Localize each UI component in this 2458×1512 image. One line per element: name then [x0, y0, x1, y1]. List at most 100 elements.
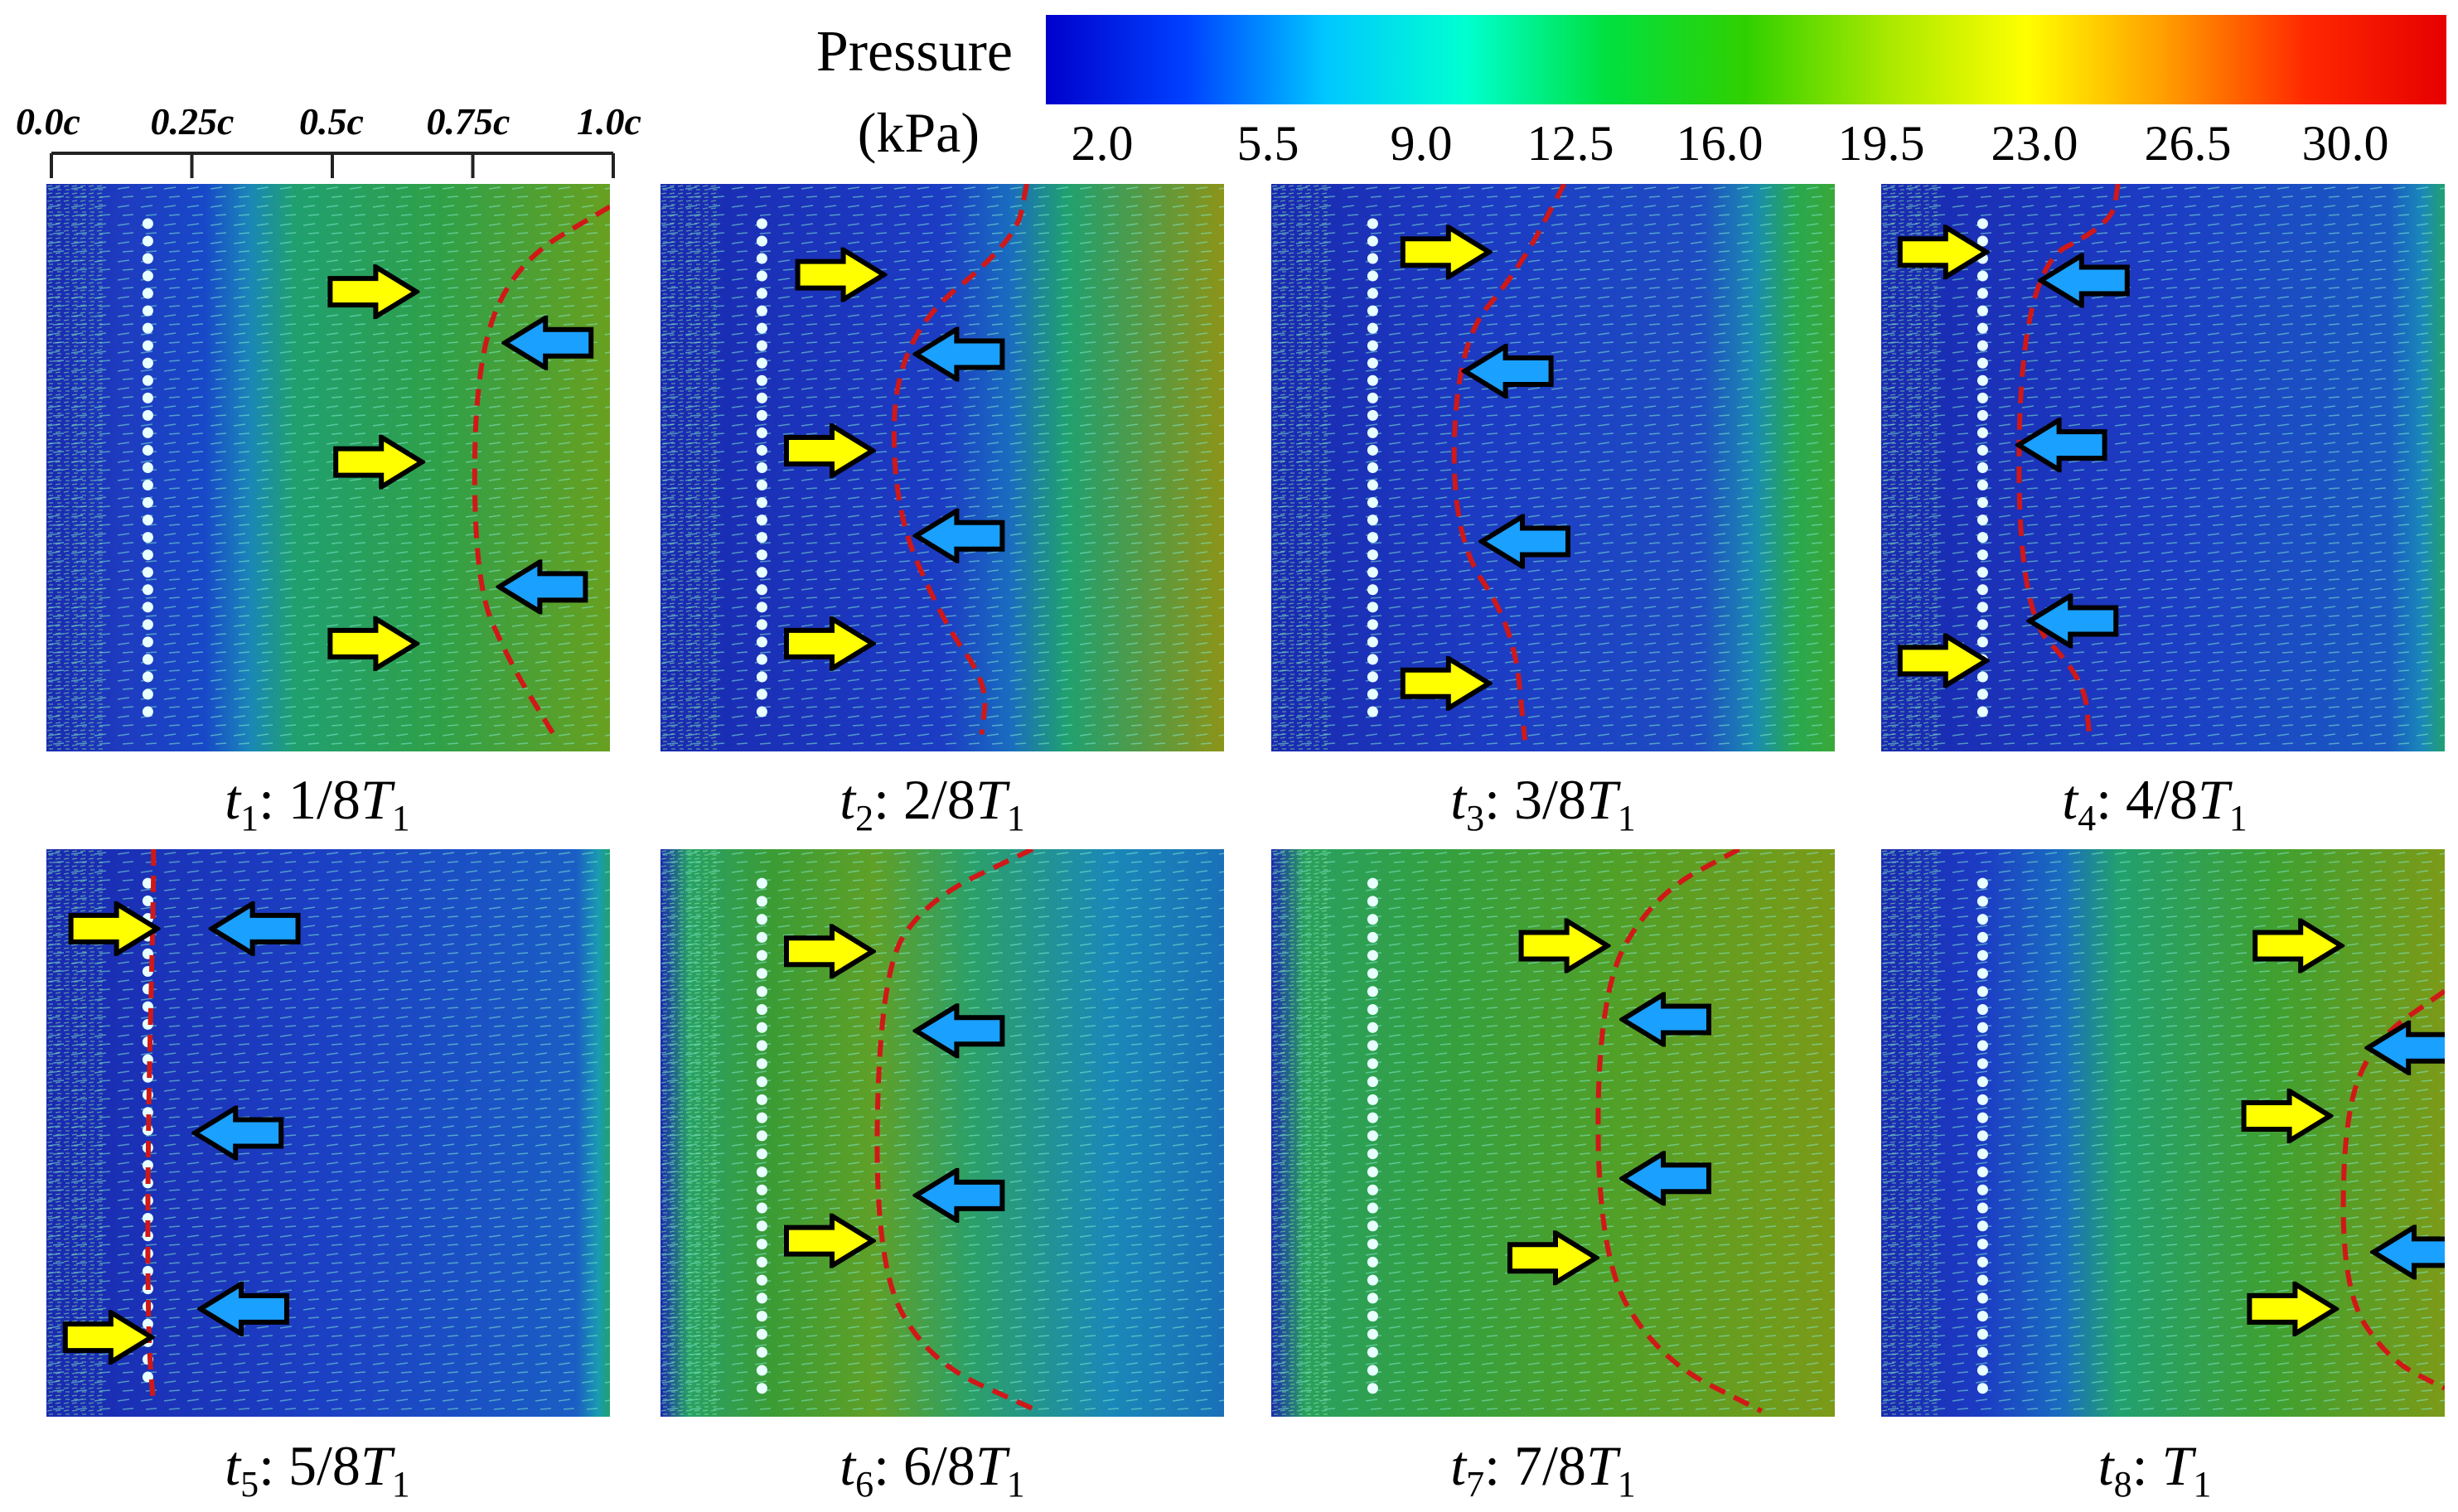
velocity-vectors	[660, 849, 1224, 1417]
caption-period-index: 1	[1618, 1464, 1636, 1505]
panel-t1	[46, 184, 610, 751]
particle	[1977, 427, 1988, 438]
colorbar-gradient	[1046, 15, 2446, 104]
caption-time-index: 6	[855, 1464, 873, 1505]
particle	[756, 1239, 767, 1250]
particle	[1367, 1184, 1378, 1196]
particle	[1367, 968, 1378, 979]
particle	[1977, 1346, 1988, 1358]
particle	[1367, 253, 1378, 264]
chord-scale: 0.0c 0.25c 0.5c 0.75c 1.0c	[16, 100, 641, 178]
velocity-vectors	[1881, 849, 2445, 1417]
particle	[1367, 1040, 1378, 1051]
particle	[1977, 1365, 1988, 1376]
particle	[756, 1022, 767, 1033]
particle	[142, 218, 153, 229]
particle	[142, 357, 153, 369]
vortex-front-dashed-line	[2340, 988, 2445, 1391]
particle	[1367, 514, 1378, 526]
leading-edge-vectors	[1271, 184, 1328, 751]
caption-t3: t3: 3/8T1	[1450, 768, 1636, 838]
particle	[142, 374, 153, 386]
particle	[1367, 1328, 1378, 1340]
particle	[756, 688, 767, 700]
caption-separator: :	[1484, 1434, 1514, 1497]
particle	[1367, 374, 1378, 386]
particle	[142, 895, 153, 906]
particle	[756, 1383, 767, 1394]
caption-phase: 5/8	[288, 1434, 360, 1497]
particle	[756, 1004, 767, 1016]
particle	[142, 549, 153, 561]
particle-column	[142, 218, 153, 717]
particle	[756, 1184, 767, 1196]
particle	[1367, 1220, 1378, 1232]
particle	[1977, 1311, 1988, 1322]
particle	[756, 949, 767, 961]
panel-t3	[1271, 184, 1835, 751]
particle	[142, 253, 153, 264]
particle	[1977, 1004, 1988, 1016]
particle	[142, 322, 153, 334]
chord-scale-label: 0.25c	[151, 100, 235, 143]
particle	[1977, 409, 1988, 421]
velocity-vectors	[46, 184, 610, 751]
particle-column	[1367, 877, 1378, 1394]
particle	[756, 1256, 767, 1268]
snapshot-panels	[46, 184, 2445, 1417]
particle	[756, 374, 767, 386]
particle	[756, 896, 767, 907]
particle	[1977, 1274, 1988, 1286]
colorbar-tick-labels: 2.0 5.5 9.0 12.5 16.0 19.5 23.0 26.5 30.0	[1072, 116, 2389, 171]
particle	[1977, 1220, 1988, 1232]
particle	[1977, 1184, 1988, 1196]
particle	[1977, 671, 1988, 683]
particle	[142, 340, 153, 351]
particle	[756, 877, 767, 889]
colorbar-tick-label: 23.0	[1991, 116, 2078, 171]
caption-time-symbol: t	[1450, 1434, 1468, 1497]
velocity-vectors	[46, 849, 610, 1417]
vortex-front-dashed-line	[1451, 184, 1567, 741]
particle	[756, 671, 767, 683]
particle	[1977, 444, 1988, 456]
particle	[1367, 671, 1378, 683]
particle	[142, 480, 153, 491]
particle	[142, 497, 153, 509]
particle-column	[756, 218, 767, 717]
particle-column	[1367, 218, 1378, 717]
vortex-front-dashed-line	[2016, 184, 2121, 741]
caption-time-index: 4	[2078, 798, 2096, 838]
caption-period-symbol: T	[360, 768, 395, 831]
particle	[1367, 914, 1378, 925]
particle	[1977, 305, 1988, 316]
particle	[1977, 688, 1988, 700]
caption-period-index: 1	[2229, 798, 2248, 838]
particle	[756, 1058, 767, 1070]
particle	[756, 654, 767, 665]
particle	[1977, 986, 1988, 998]
vortex-front-dashed-line	[874, 849, 1039, 1413]
particle	[1367, 1274, 1378, 1286]
particle	[756, 1274, 767, 1286]
leading-edge-vectors	[1271, 849, 1328, 1417]
chord-scale-ticks	[50, 153, 615, 178]
particle	[1977, 549, 1988, 561]
particle	[142, 584, 153, 596]
particle	[1977, 1166, 1988, 1177]
particle	[1367, 1346, 1378, 1358]
particle	[1977, 1292, 1988, 1304]
particle	[142, 235, 153, 247]
particle	[756, 584, 767, 596]
particle	[756, 567, 767, 578]
particle	[1367, 601, 1378, 613]
particle	[1367, 322, 1378, 334]
caption-time-index: 1	[240, 798, 259, 838]
caption-separator: :	[2096, 768, 2126, 831]
caption-phase: 6/8	[903, 1434, 975, 1497]
particle	[756, 235, 767, 247]
particle	[1367, 567, 1378, 578]
particle	[1367, 1058, 1378, 1070]
caption-period-symbol: T	[975, 768, 1010, 831]
particle	[1367, 1130, 1378, 1142]
